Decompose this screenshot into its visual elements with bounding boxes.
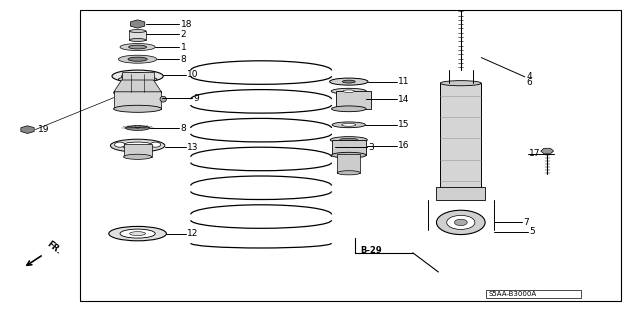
Text: 4: 4 — [526, 72, 532, 81]
Text: 11: 11 — [398, 77, 410, 86]
Ellipse shape — [332, 106, 366, 112]
Circle shape — [436, 210, 485, 235]
Bar — [332, 140, 366, 155]
Ellipse shape — [114, 105, 161, 112]
Text: 17: 17 — [529, 149, 541, 158]
Text: 16: 16 — [398, 141, 410, 150]
Ellipse shape — [129, 30, 146, 33]
Bar — [336, 91, 371, 109]
Ellipse shape — [109, 227, 166, 241]
Ellipse shape — [129, 45, 147, 49]
Text: 10: 10 — [187, 70, 198, 79]
Ellipse shape — [124, 154, 152, 159]
Circle shape — [454, 219, 467, 226]
Bar — [114, 91, 161, 109]
Text: 3: 3 — [368, 143, 374, 152]
Text: 8: 8 — [180, 124, 186, 132]
Bar — [440, 83, 481, 194]
Ellipse shape — [332, 88, 367, 94]
Ellipse shape — [330, 137, 367, 143]
Ellipse shape — [120, 44, 155, 51]
Ellipse shape — [110, 139, 165, 152]
Ellipse shape — [122, 73, 154, 80]
Text: 14: 14 — [398, 95, 410, 104]
Ellipse shape — [332, 152, 366, 158]
Bar — [436, 187, 485, 200]
Ellipse shape — [342, 80, 355, 83]
Ellipse shape — [112, 70, 163, 82]
Text: 15: 15 — [398, 120, 410, 129]
Text: 18: 18 — [180, 20, 192, 28]
Ellipse shape — [128, 57, 147, 61]
Text: 5: 5 — [529, 228, 535, 236]
Circle shape — [150, 142, 161, 147]
Text: 2: 2 — [180, 30, 186, 39]
Text: 6: 6 — [526, 78, 532, 87]
Ellipse shape — [342, 124, 356, 126]
Ellipse shape — [129, 232, 146, 236]
Ellipse shape — [330, 78, 368, 85]
Ellipse shape — [125, 126, 150, 131]
Text: 9: 9 — [193, 94, 199, 103]
Ellipse shape — [118, 55, 157, 63]
Text: B-29: B-29 — [360, 246, 382, 255]
Ellipse shape — [332, 122, 365, 128]
Text: 13: 13 — [187, 143, 198, 152]
Bar — [80, 10, 621, 301]
Text: 12: 12 — [187, 229, 198, 238]
Text: FR.: FR. — [45, 239, 63, 256]
Ellipse shape — [440, 81, 481, 86]
Text: 19: 19 — [38, 125, 49, 134]
Bar — [129, 31, 146, 40]
Bar — [337, 154, 360, 173]
Text: S5AA-B3000A: S5AA-B3000A — [489, 291, 537, 297]
Text: 8: 8 — [180, 55, 186, 64]
Ellipse shape — [160, 96, 166, 102]
Polygon shape — [114, 80, 161, 92]
Text: 1: 1 — [180, 43, 186, 52]
Ellipse shape — [114, 89, 161, 96]
Bar — [122, 72, 154, 80]
Ellipse shape — [337, 171, 360, 175]
Ellipse shape — [343, 90, 355, 92]
Ellipse shape — [118, 76, 157, 83]
Ellipse shape — [120, 229, 155, 238]
Circle shape — [447, 215, 475, 229]
Text: 7: 7 — [523, 218, 529, 227]
Circle shape — [115, 142, 125, 147]
Bar — [124, 144, 152, 157]
Bar — [486, 290, 581, 298]
Ellipse shape — [129, 39, 146, 42]
Ellipse shape — [122, 142, 154, 149]
Ellipse shape — [340, 138, 358, 141]
